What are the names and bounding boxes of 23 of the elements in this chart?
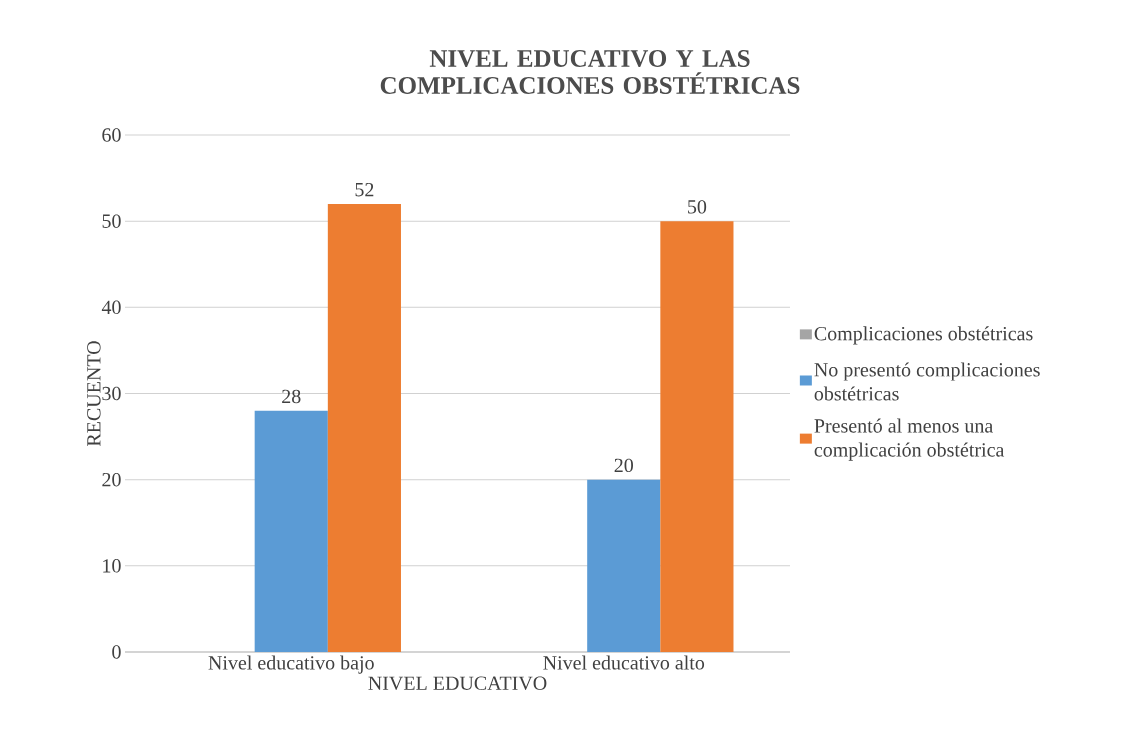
- y-tick-label: 20: [102, 472, 121, 487]
- legend-label: Presentó al menos una complicación obstétrica: [814, 418, 1005, 461]
- data-label: 20: [614, 458, 633, 473]
- legend-label: No presentó complicaciones obstétricas: [814, 362, 1040, 401]
- bar: [327, 203, 401, 652]
- data-label: 28: [282, 389, 301, 404]
- y-axis-title: RECUENTO: [87, 341, 101, 447]
- bar: [660, 221, 734, 652]
- data-label: 52: [355, 182, 374, 197]
- y-tick-label: 60: [102, 128, 121, 142]
- y-tick-label: 40: [101, 300, 121, 315]
- x-axis-title: NIVEL EDUCATIVO: [368, 676, 547, 691]
- bar: [587, 479, 661, 652]
- data-label: 50: [688, 200, 707, 214]
- chart-title: NIVEL EDUCATIVO Y LAS COMPLICACIONES OBSTÉTRICAS: [380, 50, 800, 94]
- y-tick-label: 0: [112, 645, 121, 659]
- y-tick-label: 10: [103, 559, 121, 573]
- x-tick-label: Nivel educativo alto: [543, 655, 705, 670]
- bar: [254, 410, 328, 652]
- x-tick-label: Nivel educativo bajo: [208, 655, 374, 674]
- y-tick-label: 50: [102, 214, 121, 228]
- y-tick-label: 30: [102, 386, 121, 401]
- legend-label: Complicaciones obstétricas: [814, 326, 1033, 345]
